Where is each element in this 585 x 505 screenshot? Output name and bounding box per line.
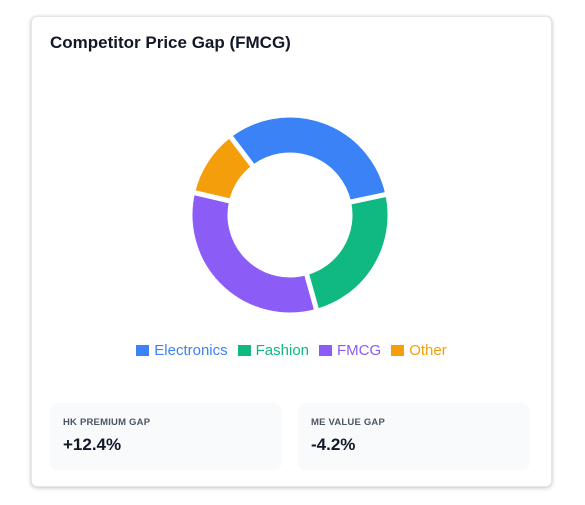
- slice-fmcg[interactable]: [187, 189, 320, 318]
- card-title: Competitor Price Gap (FMCG): [50, 33, 291, 52]
- legend-item-fmcg[interactable]: FMCG: [319, 342, 381, 359]
- legend-label: Electronics: [154, 342, 228, 359]
- slice-other[interactable]: [190, 132, 257, 204]
- slice-electronics[interactable]: [226, 112, 391, 205]
- legend-item-other[interactable]: Other: [391, 342, 447, 359]
- legend-item-fashion[interactable]: Fashion: [237, 342, 310, 359]
- legend-swatch: [391, 345, 405, 356]
- legend-label: Other: [409, 342, 447, 359]
- legend-label: Fashion: [255, 342, 310, 359]
- stat-value: -4.2%: [311, 435, 356, 454]
- chart-legend: Electronics Fashion FMCG Other: [32, 342, 551, 359]
- me-value-gap-stat: ME VALUE GAP -4.2%: [298, 403, 530, 470]
- doughnut-slices: [187, 112, 393, 318]
- price-gap-card: Competitor Price Gap (FMCG) Electronics F…: [31, 16, 552, 487]
- doughnut-chart: [187, 112, 393, 318]
- legend-label: FMCG: [337, 342, 382, 359]
- stat-value: +12.4%: [63, 435, 122, 454]
- legend-item-electronics[interactable]: Electronics: [136, 342, 228, 359]
- legend-swatch: [237, 345, 251, 356]
- legend-swatch: [319, 345, 333, 356]
- stat-label: ME VALUE GAP: [311, 417, 386, 428]
- legend-swatch: [136, 345, 150, 356]
- stat-label: HK PREMIUM GAP: [63, 417, 151, 428]
- hk-premium-gap-stat: HK PREMIUM GAP +12.4%: [50, 403, 282, 470]
- slice-fashion[interactable]: [303, 191, 393, 314]
